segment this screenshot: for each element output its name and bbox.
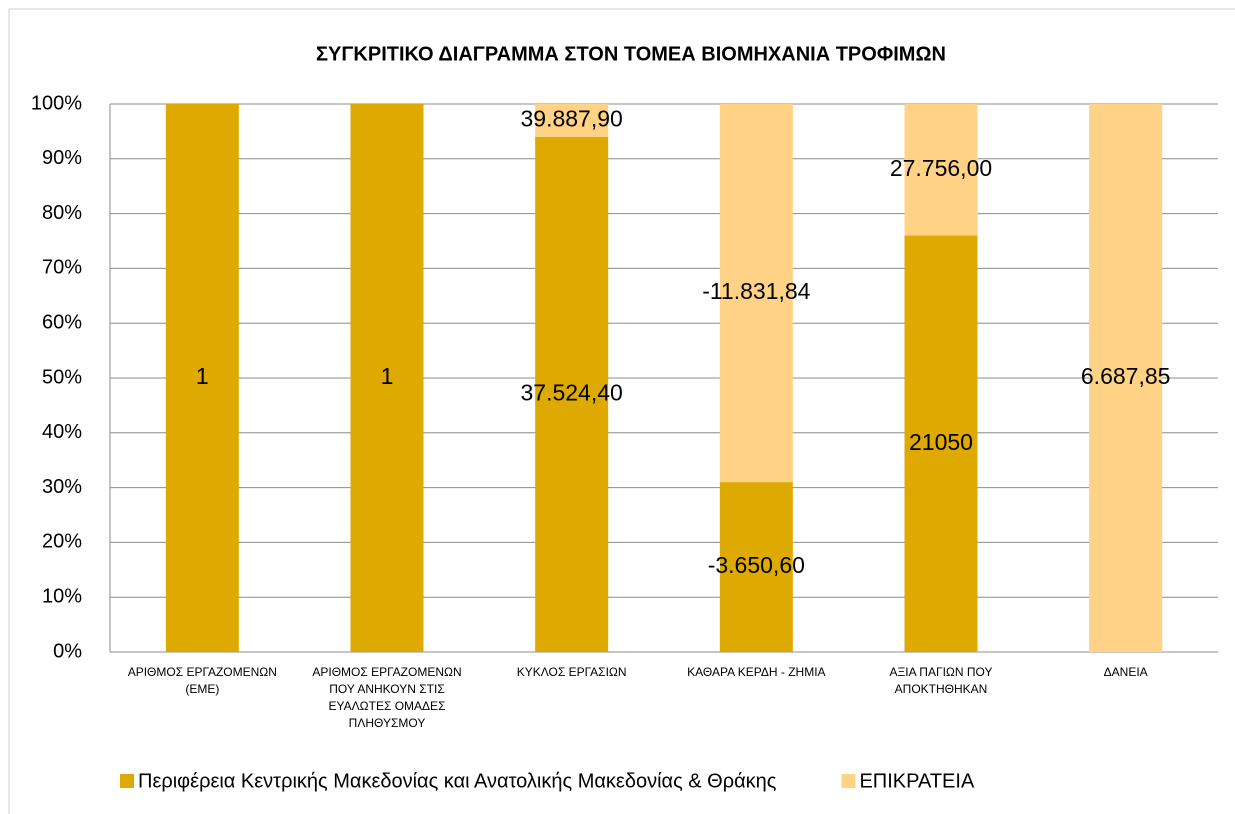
data-label: 27.756,00 <box>890 155 992 181</box>
bar-segment <box>1089 104 1163 652</box>
x-tick-label: ΑΞΙΑ ΠΑΓΙΩΝ ΠΟΥ ΑΠΟΚΤΗΘΗΚΑΝ <box>889 665 993 696</box>
y-tick-label: 0% <box>53 640 82 662</box>
x-tick-label: ΚΑΘΑΡΑ ΚΕΡΔΗ - ΖΗΜΙΑ <box>687 665 826 679</box>
y-tick-label: 40% <box>42 421 82 443</box>
x-tick-label: ΑΡΙΘΜΟΣ ΕΡΓΑΖΟΜΕΝΩΝ (ΕΜΕ) <box>127 665 277 696</box>
y-tick-label: 20% <box>42 531 82 553</box>
bar-segment <box>719 104 793 483</box>
chart-border <box>8 8 1235 814</box>
data-label: 39.887,90 <box>521 106 623 132</box>
bar-segment <box>904 104 978 236</box>
legend-label: Περιφέρεια Κεντρικής Μακεδονίας και Ανατ… <box>138 770 777 792</box>
y-tick-label: 80% <box>42 202 82 224</box>
x-tick-label: ΔΑΝΕΙΑ <box>1103 665 1148 679</box>
legend-swatch <box>120 774 134 788</box>
data-label: -11.831,84 <box>702 278 810 304</box>
legend-swatch <box>841 774 856 788</box>
y-tick-label: 10% <box>42 585 82 607</box>
y-tick-label: 70% <box>42 257 82 279</box>
y-tick-label: 30% <box>42 476 82 498</box>
y-tick-label: 60% <box>42 311 82 333</box>
data-label: 37.524,40 <box>521 380 623 406</box>
data-label: 21050 <box>909 429 973 455</box>
x-tick-label: ΚΥΚΛΟΣ ΕΡΓΑΣΙΩΝ <box>516 665 627 679</box>
legend-label: ΕΠΙΚΡΑΤΕΙΑ <box>859 770 975 792</box>
y-tick-label: 90% <box>42 147 82 169</box>
data-label: -3.650,60 <box>708 552 805 578</box>
chart-title: ΣΥΓΚΡΙΤΙΚΟ ΔΙΑΓΡΑΜΜΑ ΣΤΟΝ ΤΟΜΕΑ ΒΙΟΜΗΧΑΝ… <box>316 43 946 65</box>
bar-segment <box>535 104 609 137</box>
data-label: 1 <box>196 363 209 389</box>
y-tick-label: 50% <box>42 366 82 388</box>
bar-segment <box>535 136 609 652</box>
data-label: 1 <box>381 363 394 389</box>
y-tick-label: 100% <box>31 92 82 114</box>
bar-segment <box>719 482 793 652</box>
data-label: 6.687,85 <box>1081 363 1171 389</box>
x-tick-label: ΑΡΙΘΜΟΣ ΕΡΓΑΖΟΜΕΝΩΝ ΠΟΥ ΑΝΗΚΟΥΝ ΣΤΙΣ ΕΥΑ… <box>312 665 462 730</box>
bar-segment <box>165 104 239 652</box>
bar-segment <box>350 104 424 652</box>
bar-segment <box>904 235 978 652</box>
